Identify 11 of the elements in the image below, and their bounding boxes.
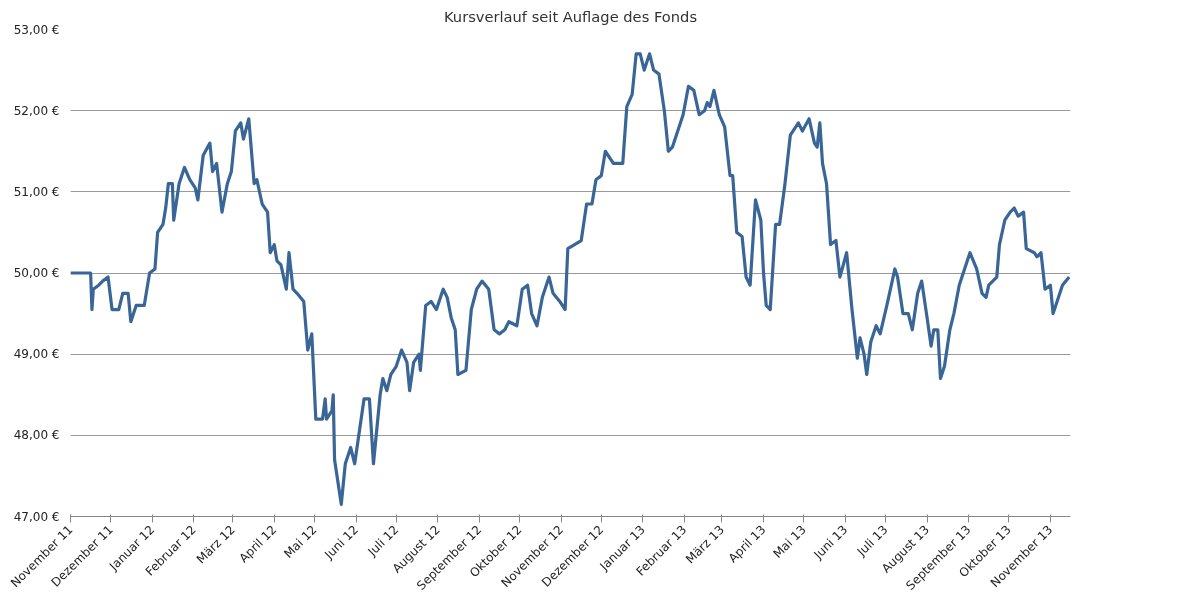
y-tick-label: 50,00 €: [13, 266, 60, 280]
y-tick-label: 51,00 €: [13, 184, 60, 199]
line-series: [70, 52, 1071, 506]
y-tick-label: 53,00 €: [13, 22, 60, 37]
x-tick-label: Mai 12: [281, 522, 320, 561]
y-tick-label: 47,00 €: [13, 509, 60, 524]
y-tick-label: 52,00 €: [13, 103, 60, 118]
x-tick-label: Mai 13: [770, 522, 809, 561]
y-tick-label: 48,00 €: [13, 428, 60, 443]
y-tick-label: 49,00 €: [13, 347, 60, 362]
chart-title: Kursverlauf seit Auflage des Fonds: [443, 7, 698, 25]
